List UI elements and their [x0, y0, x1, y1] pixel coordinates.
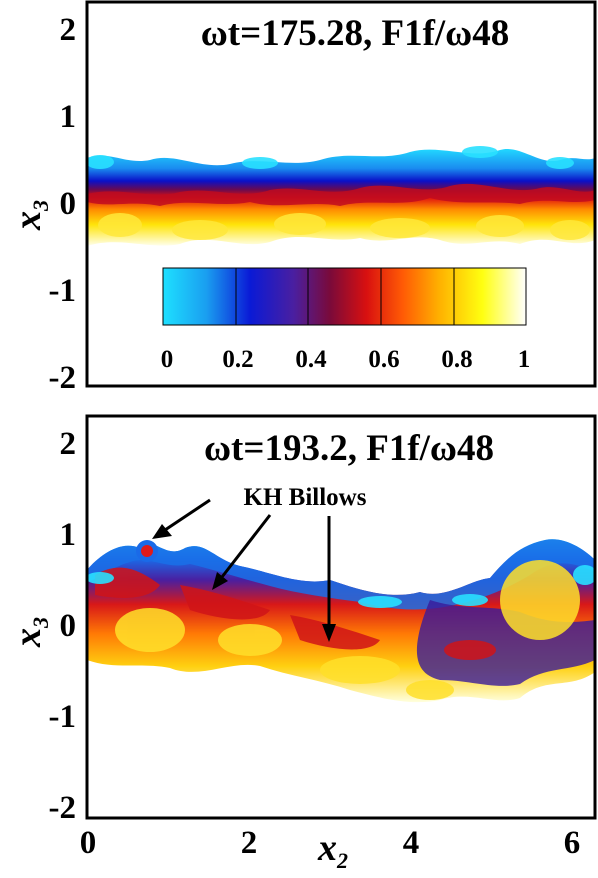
colorbar-gradient	[163, 268, 526, 325]
yellow-plumes	[98, 213, 590, 240]
ytick-bottom-m1: -1	[49, 699, 77, 735]
xtick-2: 2	[241, 825, 258, 861]
panel-top-ylabel: x3	[7, 200, 53, 231]
colorbar: 0 0.2 0.4 0.6 0.8 1	[161, 267, 531, 373]
cyan-wisps-bottom	[87, 565, 595, 608]
ytick-bottom-2: 2	[60, 426, 77, 462]
ytick-bottom-m2: -2	[49, 790, 77, 826]
panel-top-frame	[85, 0, 597, 388]
panel-top-yticks: 2 1 0 -1 -2	[49, 12, 77, 396]
xtick-6: 6	[564, 825, 581, 861]
cyan-wisps	[87, 146, 574, 169]
ytick-bottom-1: 1	[60, 517, 77, 553]
ytick-top-0: 0	[60, 186, 77, 222]
colorbar-tick-1: 0.2	[222, 346, 253, 373]
xtick-4: 4	[403, 825, 420, 861]
colorbar-tick-3: 0.6	[368, 346, 399, 373]
mixing-layer-top	[87, 146, 595, 246]
colorbar-tick-2: 0.4	[295, 346, 327, 373]
kh-annotation: KH Billows	[152, 484, 367, 642]
annotation-arrowheads	[152, 524, 336, 642]
ytick-top-1: 1	[60, 99, 77, 135]
annotation-arrows	[164, 498, 331, 630]
ytick-bottom-0: 0	[60, 608, 77, 644]
panel-bottom-xlabel: x2	[317, 827, 348, 873]
panel-bottom-xticks: 0 2 4 6	[80, 825, 581, 861]
colorbar-tick-0: 0	[161, 346, 174, 373]
red-ribbon	[87, 183, 595, 206]
panel-bottom-frame	[85, 414, 597, 820]
colorbar-dividers	[235, 268, 455, 325]
blue-cap	[87, 539, 595, 610]
colorbar-tick-4: 0.8	[441, 346, 472, 373]
panel-bottom-yticks: 2 1 0 -1 -2	[49, 426, 77, 826]
kh-billows-label: KH Billows	[244, 484, 367, 511]
red-streaks	[95, 567, 496, 660]
ytick-top-2: 2	[60, 12, 77, 48]
yellow-plumes-bottom	[115, 560, 580, 700]
ytick-top-m1: -1	[49, 273, 77, 309]
ytick-top-m2: -2	[49, 360, 77, 396]
colorbar-frame	[162, 267, 527, 326]
panel-bottom-title: ωt=193.2, F1f/ω48	[204, 428, 494, 469]
panel-top: 0 0.2 0.4 0.6 0.8 1 ωt=175.28, F1f/ω48 2…	[7, 0, 597, 396]
kh-spiral	[136, 540, 158, 562]
panel-bottom-ylabel: x3	[7, 617, 53, 648]
mixing-layer-bottom	[87, 539, 595, 703]
xtick-0: 0	[80, 825, 97, 861]
panel-top-title: ωt=175.28, F1f/ω48	[201, 13, 509, 54]
panel-bottom: ωt=193.2, F1f/ω48 KH Billows 2 1 0 -1 -2…	[7, 414, 597, 873]
colorbar-tick-5: 1	[518, 346, 531, 373]
